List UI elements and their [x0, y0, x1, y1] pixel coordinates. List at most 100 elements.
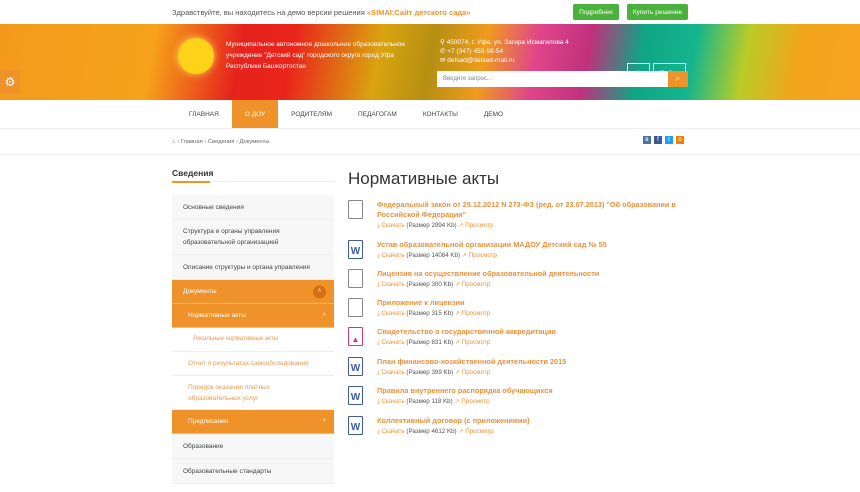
sidebar-subitem[interactable]: Локальные нормативные акты — [172, 328, 334, 352]
nav-teachers[interactable]: ПЕДАГОГАМ — [358, 110, 397, 118]
download-link[interactable]: ⤓ Скачать — [377, 428, 405, 435]
buy-button[interactable]: Купить решение — [627, 4, 688, 20]
title-underline — [172, 181, 210, 183]
download-link[interactable]: ⤓ Скачать — [377, 222, 405, 229]
download-link[interactable]: ⤓ Скачать — [377, 339, 405, 346]
sidebar-item[interactable]: Образовательные стандарты — [172, 459, 334, 484]
external-link-icon: ↗ — [458, 428, 464, 435]
settings-button[interactable]: ⚙ — [0, 70, 20, 94]
view-link[interactable]: ↗ Просмотр — [458, 222, 493, 229]
twitter-icon[interactable]: t — [665, 136, 673, 144]
greeting: Здравствуйте, вы находитесь на демо верс… — [172, 7, 365, 17]
download-label: Скачать — [381, 222, 405, 229]
external-link-icon: ↗ — [461, 252, 467, 259]
sidebar-item-normative[interactable]: Нормативные акты ˄ — [172, 304, 334, 328]
chevron-up-icon[interactable]: ˄ — [313, 285, 326, 298]
document-title[interactable]: Федеральный закон от 29.12.2012 N 273-ФЗ… — [377, 200, 676, 219]
nav-home[interactable]: ГЛАВНАЯ — [189, 110, 219, 118]
external-link-icon: ↗ — [454, 369, 461, 376]
download-label: Скачать — [381, 281, 405, 288]
download-label: Скачать — [381, 310, 405, 317]
download-icon: ⤓ — [377, 222, 380, 229]
sidebar-item[interactable]: Описание структуры и органа управления — [172, 255, 334, 280]
org-line: Республики Башкортостан — [226, 63, 306, 70]
file-icon — [348, 269, 363, 288]
word-icon: W — [348, 240, 363, 259]
file-size: (Размер 315 Kb) — [406, 310, 454, 317]
download-label: Скачать — [381, 339, 405, 346]
document-title[interactable]: Свидетельство о государственной аккредит… — [377, 327, 556, 336]
logo-sun-icon[interactable] — [178, 38, 214, 74]
phone-icon: ✆ — [440, 48, 446, 55]
view-label: Просмотр — [468, 252, 497, 259]
header-banner: Муниципальное автономное дошкольное обра… — [0, 24, 860, 100]
download-link[interactable]: ⤓ Скачать — [377, 369, 405, 376]
nav-contacts[interactable]: КОНТАКТЫ — [422, 110, 458, 118]
nav-about[interactable]: О ДОУ — [231, 100, 279, 128]
download-link[interactable]: ⤓ Скачать — [377, 310, 405, 317]
search-input[interactable]: Введите запрос... — [437, 71, 668, 87]
email[interactable]: detsad@detsad-mail.ru — [447, 57, 515, 64]
sidebar-item-prescriptions[interactable]: Предписания ˅ — [172, 410, 334, 434]
view-label: Просмотр — [461, 339, 491, 346]
external-link-icon: ↗ — [454, 281, 461, 288]
download-icon: ⤓ — [377, 339, 380, 346]
org-name[interactable]: Муниципальное автономное дошкольное обра… — [226, 39, 416, 72]
document-title[interactable]: Коллективный договор (с приложениями) — [377, 416, 530, 425]
word-icon: W — [348, 357, 363, 376]
external-link-icon: ↗ — [454, 310, 461, 317]
breadcrumb-item[interactable]: Главная — [180, 138, 203, 145]
view-label: Просмотр — [461, 369, 491, 376]
download-link[interactable]: ⤓ Скачать — [377, 252, 405, 259]
sidebar-item[interactable]: Основные сведения — [172, 195, 334, 220]
download-icon: ⤓ — [377, 310, 380, 317]
download-icon: ⤓ — [377, 398, 380, 405]
breadcrumb: ⌂ › Главная › Сведения › Документы — [0, 129, 860, 155]
file-icon — [348, 200, 363, 219]
home-icon[interactable]: ⌂ — [172, 138, 176, 145]
download-link[interactable]: ⤓ Скачать — [377, 281, 405, 288]
external-link-icon: ↗ — [454, 398, 460, 405]
main-nav: ГЛАВНАЯ О ДОУ РОДИТЕЛЯМ ПЕДАГОГАМ КОНТАК… — [0, 100, 860, 129]
chevron-up-icon[interactable]: ˄ — [322, 312, 326, 318]
more-button[interactable]: Подробнее — [573, 4, 619, 20]
document-title[interactable]: План финансово-хозяйственной деятельност… — [377, 357, 567, 366]
gear-icon: ⚙ — [4, 75, 16, 89]
document-title[interactable]: Приложение к лицензии — [377, 298, 465, 307]
sidebar-item-documents[interactable]: Документы ˄ — [172, 280, 334, 304]
breadcrumb-item[interactable]: Сведения — [207, 138, 235, 145]
sidebar-subitem[interactable]: Порядок оказания платных образовательных… — [172, 376, 334, 410]
document-title[interactable]: Лицензия на осуществление образовательно… — [377, 269, 600, 278]
odnoklassniki-icon[interactable]: о — [676, 136, 684, 144]
chevron-down-icon[interactable]: ˅ — [322, 418, 326, 424]
sidebar-item[interactable]: Образование — [172, 434, 334, 459]
facebook-icon[interactable]: f — [654, 136, 662, 144]
download-label: Скачать — [381, 252, 405, 259]
nav-demo[interactable]: ДЕМО — [483, 110, 504, 118]
view-link[interactable]: ↗ Просмотр — [455, 339, 490, 346]
vk-icon[interactable]: в — [643, 136, 651, 144]
view-link[interactable]: ↗ Просмотр — [455, 281, 490, 288]
download-icon: ⤓ — [377, 428, 380, 435]
file-size: (Размер 4612 Kb) — [406, 428, 457, 435]
image-file-icon: ▲ — [348, 327, 363, 346]
sidebar-item[interactable]: Структура и органы управления образовате… — [172, 220, 334, 255]
search-icon: ⌕ — [675, 74, 681, 83]
file-icon — [348, 298, 363, 317]
view-link[interactable]: ↗ Просмотр — [454, 398, 489, 405]
search-button[interactable]: ⌕ — [668, 71, 688, 87]
location-icon: ⚲ — [440, 39, 445, 46]
download-label: Скачать — [381, 398, 405, 405]
product-link[interactable]: «SIMAI:Сайт детского сада» — [366, 7, 471, 17]
view-link[interactable]: ↗ Просмотр — [458, 428, 493, 435]
sidebar-subitem[interactable]: Отчет о результатах самообследования — [172, 352, 334, 376]
nav-parents[interactable]: РОДИТЕЛЯМ — [291, 110, 333, 118]
document-title[interactable]: Правила внутреннего распорядка обучающих… — [377, 386, 553, 395]
org-line: Муниципальное автономное дошкольное обра… — [226, 41, 405, 48]
download-link[interactable]: ⤓ Скачать — [377, 398, 405, 405]
address: 450074, г. Уфа, ул. Загира Исмагилова 4 — [446, 39, 569, 46]
view-link[interactable]: ↗ Просмотр — [462, 252, 497, 259]
document-title[interactable]: Устав образовательной организации МАДОУ … — [377, 240, 607, 249]
view-link[interactable]: ↗ Просмотр — [455, 369, 490, 376]
view-link[interactable]: ↗ Просмотр — [455, 310, 490, 317]
